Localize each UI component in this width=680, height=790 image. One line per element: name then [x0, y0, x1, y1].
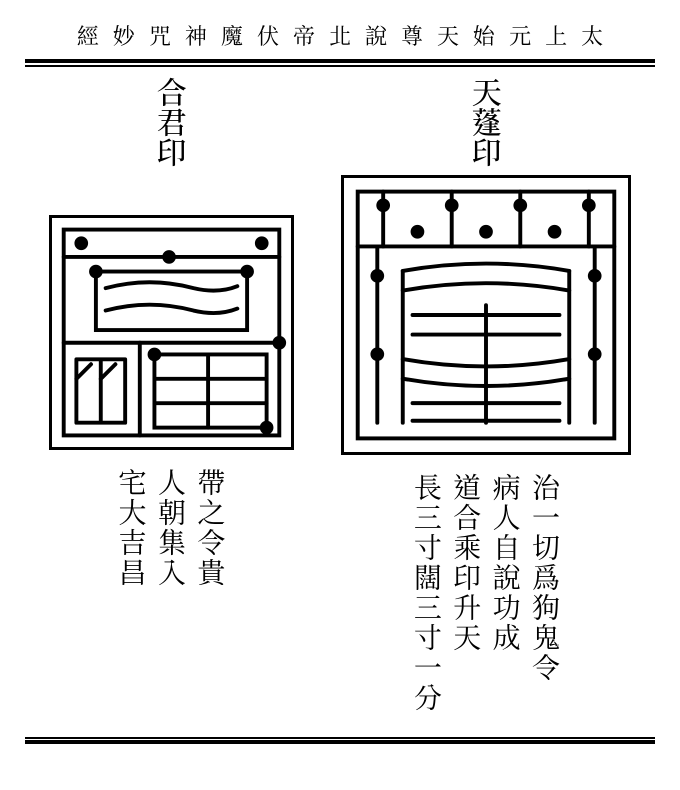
header-char: 上	[545, 20, 567, 51]
header-char: 帝	[293, 20, 315, 51]
page-header: 太上元始天尊說北帝伏魔神咒妙經	[25, 20, 655, 51]
seal-desc-tianpeng: 治一切爲狗鬼令病人自說功成道合乘印升天長三寸闊三寸一分	[412, 473, 560, 713]
bottom-rule-thin	[25, 737, 655, 739]
header-char: 神	[185, 20, 207, 51]
header-char: 太	[581, 20, 603, 51]
desc-column: 病人自說功成	[491, 473, 520, 713]
header-char: 魔	[221, 20, 243, 51]
desc-column: 治一切爲狗鬼令	[531, 473, 560, 713]
seal-title-hejun: 合君印	[155, 77, 188, 167]
header-char: 說	[365, 20, 387, 51]
seal-box-tianpeng	[341, 175, 631, 455]
header-char: 元	[509, 20, 531, 51]
seal-desc-hejun: 帶之令貴人朝集入宅大吉昌	[117, 468, 225, 588]
header-char: 經	[77, 20, 99, 51]
desc-column: 宅大吉昌	[117, 468, 146, 588]
seal-block-tianpeng: 天蓬印	[341, 77, 631, 713]
top-rule-thick	[25, 59, 655, 63]
desc-column: 長三寸闊三寸一分	[412, 473, 441, 713]
header-char: 伏	[257, 20, 279, 51]
bottom-rule-thick	[25, 740, 655, 744]
header-char: 妙	[113, 20, 135, 51]
desc-column: 人朝集入	[157, 468, 186, 588]
seal-title-tianpeng: 天蓬印	[470, 77, 503, 167]
content-area: 天蓬印	[25, 77, 655, 727]
header-char: 尊	[401, 20, 423, 51]
desc-column: 帶之令貴	[196, 468, 225, 588]
top-rule-thin	[25, 65, 655, 67]
desc-column: 道合乘印升天	[452, 473, 481, 713]
header-char: 北	[329, 20, 351, 51]
header-char: 天	[437, 20, 459, 51]
seal-box-hejun	[49, 215, 294, 450]
header-char: 咒	[149, 20, 171, 51]
seal-block-hejun: 合君印	[49, 77, 294, 588]
seal-glyph-hejun	[52, 215, 291, 450]
header-char: 始	[473, 20, 495, 51]
seal-glyph-tianpeng	[344, 175, 628, 455]
